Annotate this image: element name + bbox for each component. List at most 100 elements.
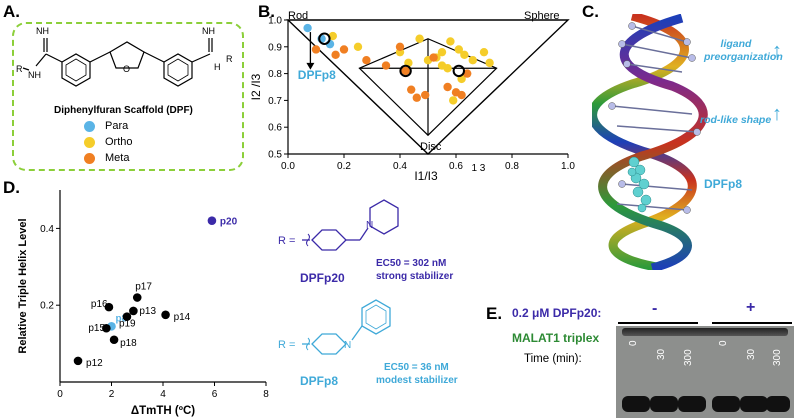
data-point-meta bbox=[362, 56, 371, 65]
corner-sphere: Sphere bbox=[524, 10, 559, 22]
data-point-meta bbox=[443, 82, 452, 92]
x-tick-label: 0 bbox=[57, 389, 63, 400]
data-point-meta bbox=[429, 53, 438, 62]
data-point-meta bbox=[331, 50, 340, 60]
gel-band bbox=[678, 396, 706, 412]
lane-label: 0 bbox=[718, 340, 729, 346]
data-label: p17 bbox=[135, 282, 152, 293]
data-point-para bbox=[303, 23, 312, 33]
x-tick-label: 0.8 bbox=[505, 161, 519, 172]
lane-label: 0 bbox=[628, 340, 639, 346]
panel-a-label: A. bbox=[3, 2, 20, 21]
y-tick-label: 0.8 bbox=[268, 69, 282, 80]
data-point-meta bbox=[381, 61, 391, 70]
legend-label-para: Para bbox=[105, 120, 129, 132]
data-point bbox=[73, 356, 83, 366]
data-point-meta bbox=[401, 66, 410, 76]
x-axis-label-ghost: 1 3 bbox=[471, 163, 485, 174]
y-tick-label: 0.9 bbox=[268, 42, 282, 53]
x-tick-label: 0.6 bbox=[449, 161, 463, 172]
data-label: p16 bbox=[91, 299, 108, 310]
r-right: R bbox=[226, 54, 233, 64]
data-point-meta bbox=[457, 90, 466, 100]
gel-band bbox=[740, 396, 768, 412]
data-point-ortho bbox=[415, 34, 424, 43]
meta-dot bbox=[84, 152, 95, 164]
data-label: p12 bbox=[86, 358, 103, 369]
data-point-meta bbox=[412, 93, 421, 102]
lane-label: 30 bbox=[746, 348, 757, 360]
x-tick-label: 0.2 bbox=[337, 161, 351, 172]
data-point bbox=[207, 216, 217, 226]
data-point-meta bbox=[395, 42, 405, 51]
x-tick-label: 0.0 bbox=[281, 161, 295, 172]
data-label: p18 bbox=[120, 338, 137, 349]
plus-label: + bbox=[746, 299, 756, 316]
scaffold-structure: NH NH R O NH H R bbox=[16, 26, 233, 87]
data-point-meta bbox=[311, 45, 321, 54]
y-tick-label: 0.7 bbox=[268, 96, 282, 107]
data-label: p19 bbox=[119, 319, 136, 330]
time-label: Time (min): bbox=[524, 353, 582, 365]
data-point bbox=[109, 335, 119, 345]
gel-image bbox=[616, 326, 794, 418]
legend: Para Ortho Meta bbox=[84, 118, 133, 166]
desc-dpfp20: strong stabilizer bbox=[376, 271, 454, 282]
r-group-structures: R = N R = N bbox=[278, 199, 399, 355]
target-label: MALAT1 triplex bbox=[512, 331, 600, 345]
r-label-1: R = bbox=[278, 235, 295, 247]
panel-c-label: C. bbox=[582, 2, 599, 21]
triple-helix-scatter: 0.2 0.4 0 2 4 6 8 ΔTmTH (ºC) Relative Triple Hel… bbox=[17, 190, 269, 417]
r-left: R bbox=[16, 64, 23, 74]
arrow-up-icon: ↑ bbox=[772, 40, 782, 62]
y-tick-label: 0.4 bbox=[40, 224, 54, 235]
imine-right: NH bbox=[202, 26, 215, 36]
data-label: p15 bbox=[88, 323, 105, 334]
data-point bbox=[132, 293, 142, 302]
arrow-head-icon bbox=[306, 62, 315, 70]
panel-e-label: E. bbox=[486, 304, 503, 323]
y-tick-label: 0.2 bbox=[40, 301, 54, 312]
ec50-dpfp8: EC50 = 36 nM bbox=[384, 362, 449, 373]
triplex-helix-model bbox=[592, 14, 708, 270]
data-point-meta bbox=[407, 85, 416, 94]
legend-label-meta: Meta bbox=[105, 152, 130, 164]
y-tick-label: 0.5 bbox=[268, 150, 282, 161]
x-tick-label: 4 bbox=[160, 389, 166, 400]
x-tick-label: 1.0 bbox=[561, 161, 575, 172]
legend-item-ortho: Ortho bbox=[84, 134, 133, 150]
ortho-dot bbox=[84, 136, 95, 148]
ec50-dpfp20: EC50 = 302 nM bbox=[376, 258, 447, 269]
scaffold-title: Diphenylfuran Scaffold (DPF) bbox=[54, 105, 193, 116]
pmi-triangle-chart: 0.5 0.6 0.7 0.8 0.9 1.0 0.0 0.2 0.4 0.6 0.8 1.0 DPFp… bbox=[249, 10, 575, 183]
compound-name-dpfp20: DPFp20 bbox=[300, 271, 345, 285]
gel-band-top bbox=[622, 328, 788, 336]
lane-label: 300 bbox=[772, 349, 783, 366]
pmi-triangle bbox=[286, 19, 570, 155]
minus-label: - bbox=[652, 300, 658, 317]
ligand-label: DPFp8 bbox=[704, 177, 743, 191]
data-point-ortho bbox=[328, 31, 337, 41]
x-axis-label: I1/I3 bbox=[414, 169, 438, 183]
n-label-2: N bbox=[344, 340, 351, 351]
data-point bbox=[161, 310, 170, 320]
data-point-ortho bbox=[479, 47, 489, 57]
data-point bbox=[129, 306, 138, 316]
corner-disc: Disc bbox=[420, 141, 442, 153]
annotation-rod-like-shape: rod-like shape bbox=[700, 114, 772, 126]
data-point-ortho bbox=[485, 58, 494, 68]
data-point-ortho bbox=[449, 96, 458, 105]
arrow-up-icon: ↑ bbox=[772, 103, 782, 125]
data-point-meta bbox=[463, 69, 472, 78]
data-point-ortho bbox=[460, 50, 469, 60]
corner-rod: Rod bbox=[288, 10, 308, 22]
y-axis-label: Relative Triple Helix Level bbox=[17, 218, 29, 353]
data-point-ortho bbox=[437, 47, 447, 57]
data-label: p14 bbox=[174, 312, 191, 323]
highlight-ring bbox=[399, 64, 412, 78]
x-tick-label: 0.4 bbox=[393, 161, 407, 172]
data-label: p20 bbox=[220, 217, 238, 228]
panel-d-label: D. bbox=[3, 178, 20, 197]
x-tick-label: 6 bbox=[212, 389, 218, 400]
legend-item-meta: Meta bbox=[84, 150, 133, 166]
